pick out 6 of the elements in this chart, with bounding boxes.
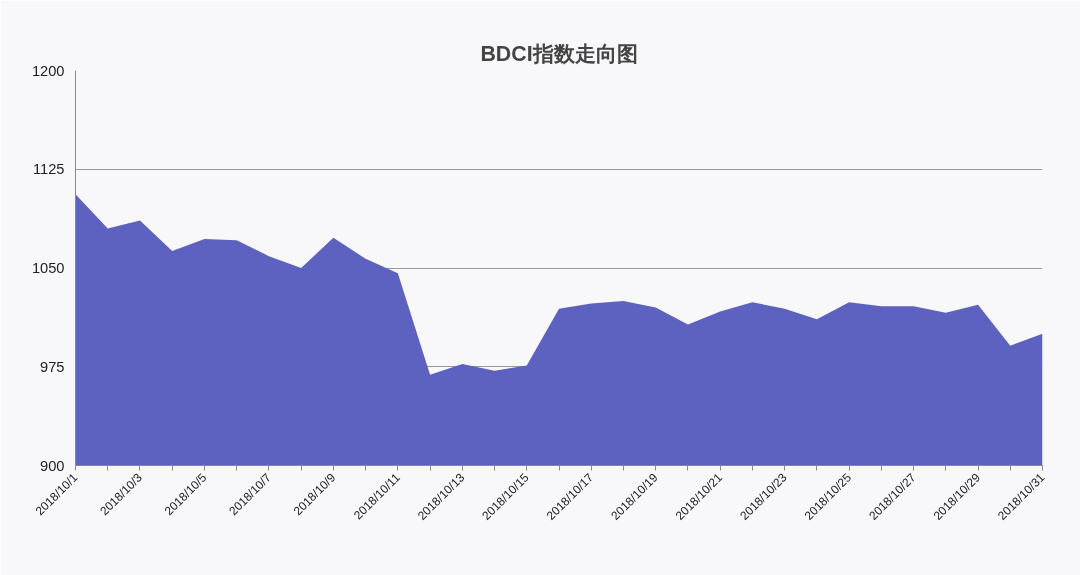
chart-title: BDCI指数走向图 <box>480 41 638 66</box>
y-tick-label: 975 <box>40 358 65 375</box>
y-tick-label: 1125 <box>32 161 65 178</box>
y-tick-label: 900 <box>40 457 65 474</box>
y-tick-label: 1050 <box>31 260 65 276</box>
y-tick-label: 1200 <box>31 62 65 79</box>
